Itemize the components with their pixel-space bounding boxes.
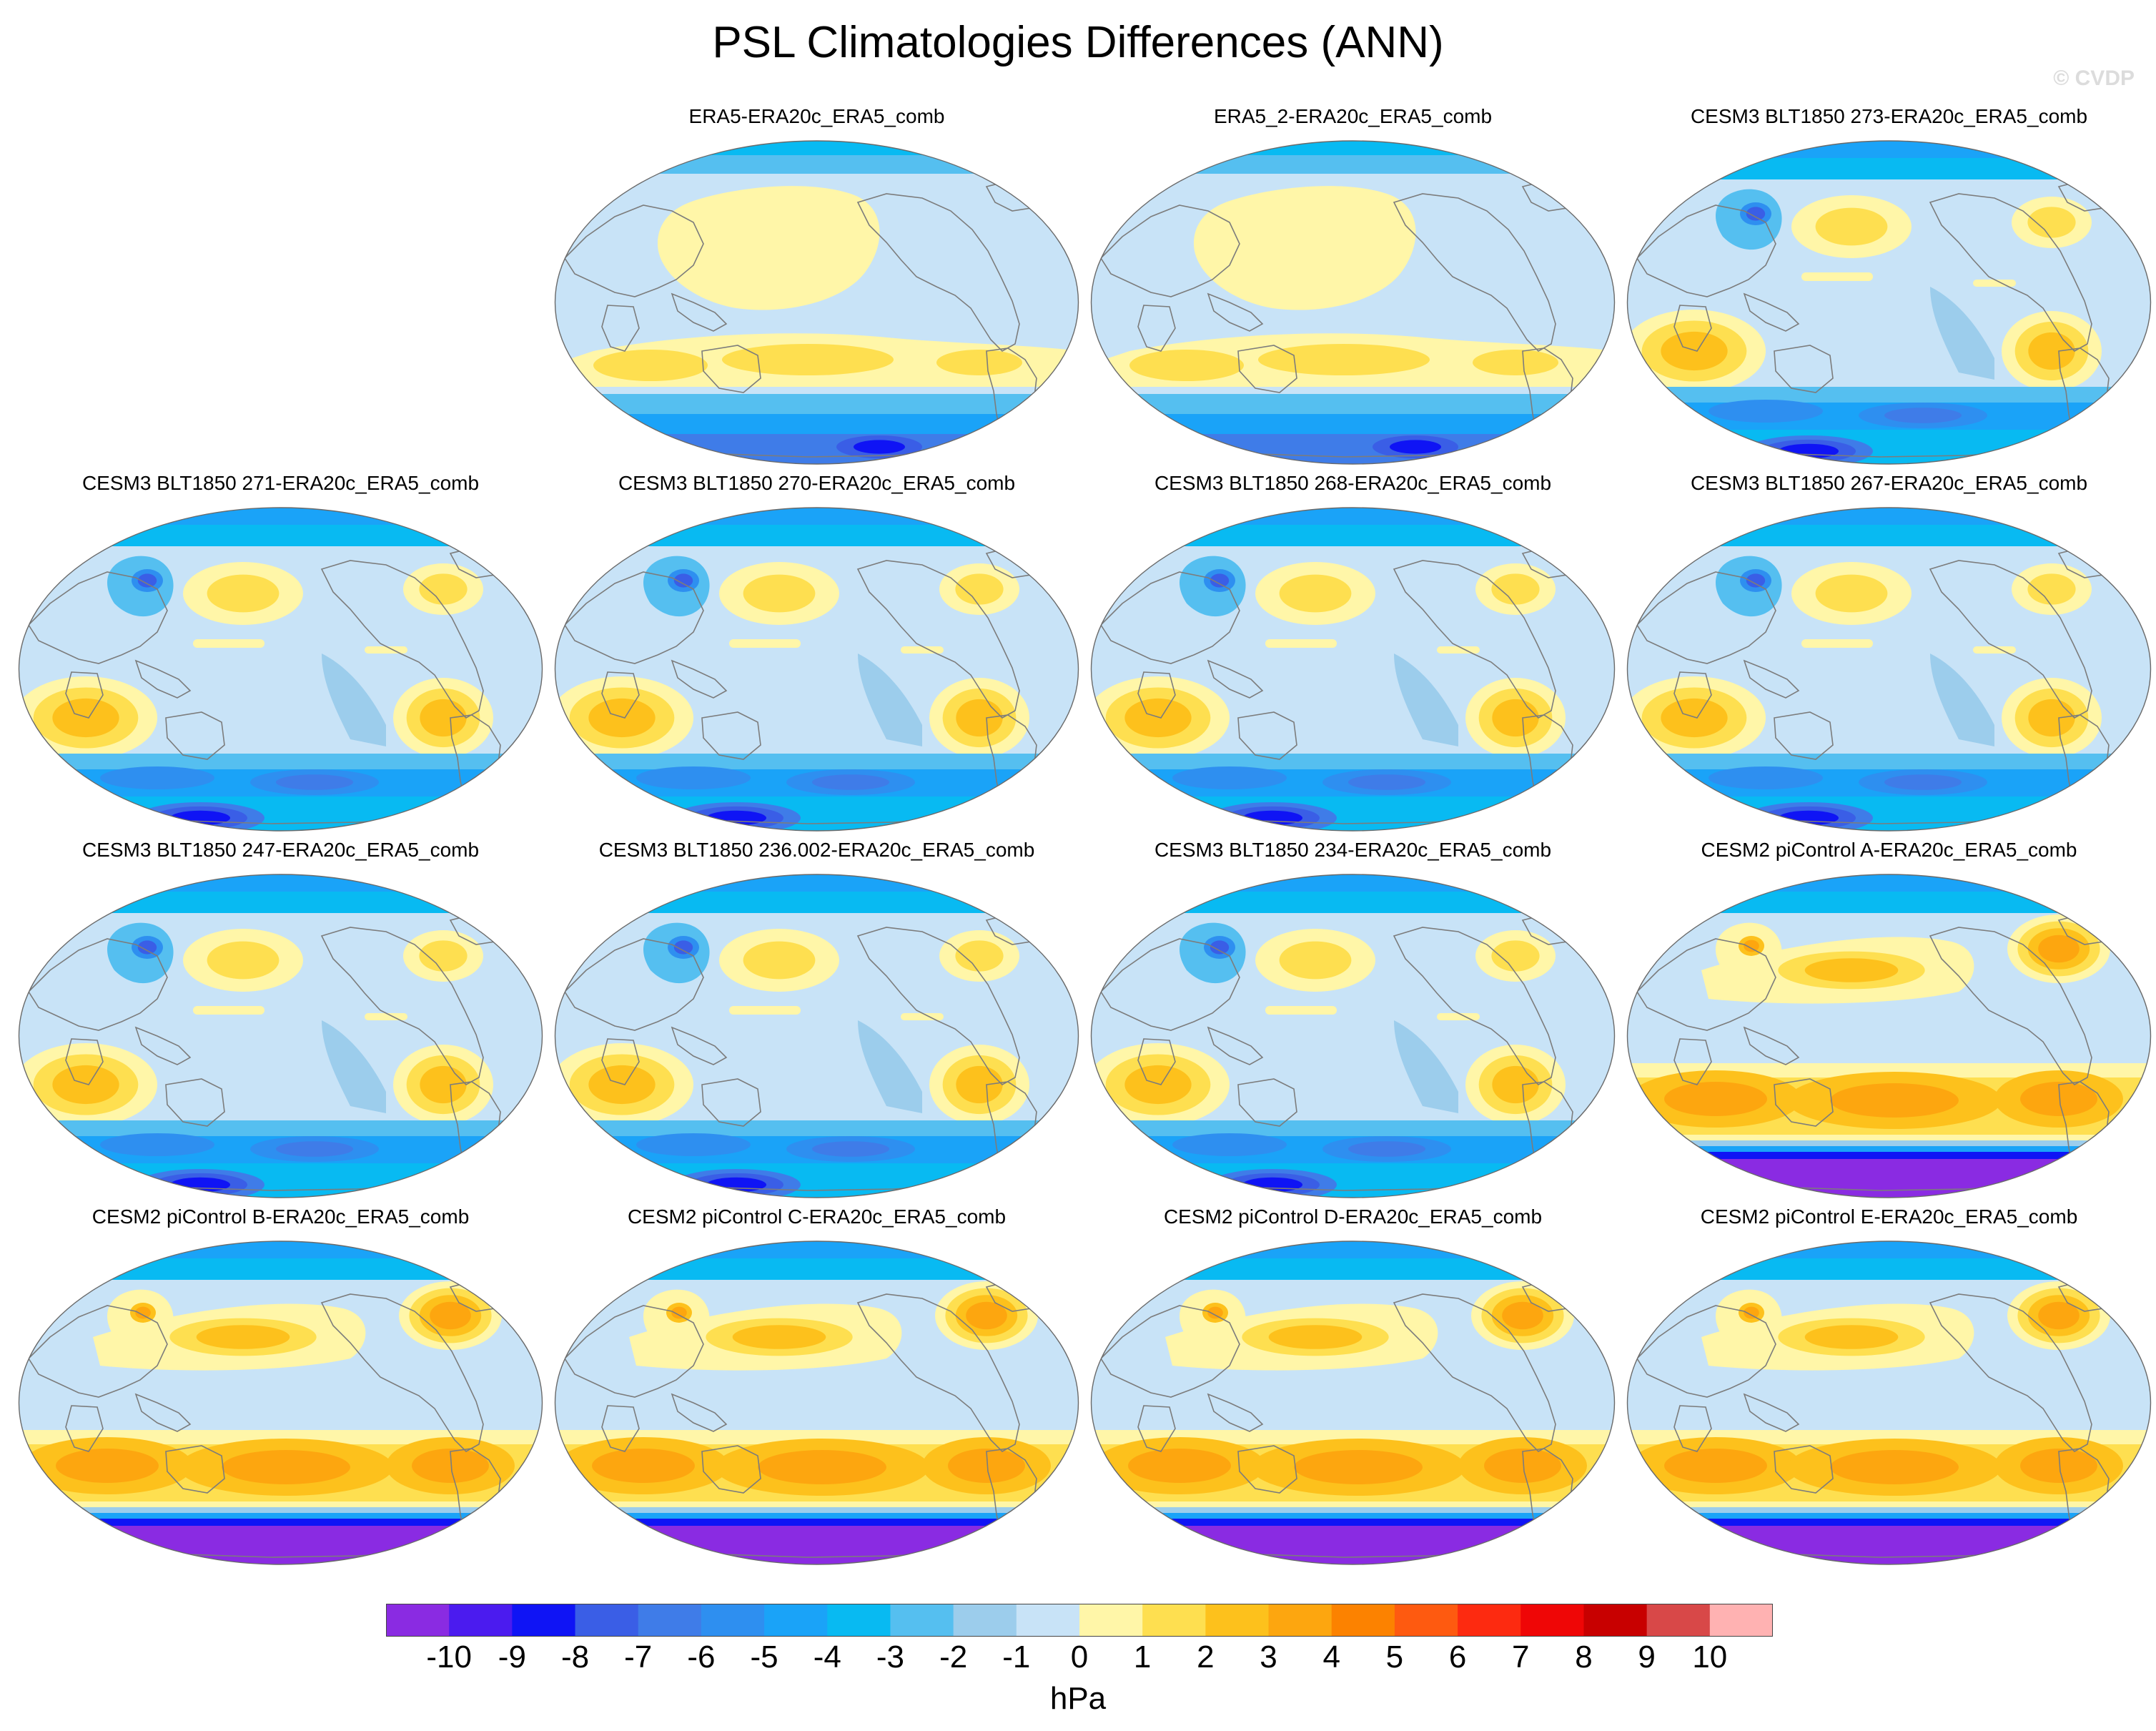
panel-title: CESM3 BLT1850 234-ERA20c_ERA5_comb (1154, 839, 1552, 861)
psl-difference-map (18, 874, 543, 1198)
psl-difference-map (554, 140, 1079, 465)
colorbar-tick-label: -1 (1002, 1639, 1031, 1675)
colorbar-swatch (1458, 1604, 1521, 1637)
colorbar-tick-label: -10 (426, 1639, 472, 1675)
cvdp-watermark: © CVDP (2053, 66, 2135, 90)
map-panel: ERA5_2-ERA20c_ERA5_comb (1087, 104, 1619, 475)
colorbar-swatch (701, 1604, 765, 1637)
panel-title: CESM2 piControl C-ERA20c_ERA5_comb (627, 1205, 1007, 1228)
colorbar-tick-label: 4 (1322, 1639, 1340, 1675)
psl-difference-map (18, 1241, 543, 1565)
map-panel: CESM2 piControl D-ERA20c_ERA5_comb (1087, 1204, 1619, 1576)
colorbar-swatch (1016, 1604, 1080, 1637)
colorbar-tick-label: 9 (1638, 1639, 1656, 1675)
panel-title: CESM2 piControl D-ERA20c_ERA5_comb (1163, 1205, 1543, 1228)
psl-difference-map (18, 507, 543, 832)
panel-title: CESM3 BLT1850 270-ERA20c_ERA5_comb (618, 472, 1016, 494)
map-panel: CESM3 BLT1850 267-ERA20c_ERA5_comb (1623, 470, 2155, 842)
colorbar-tick-label: -8 (560, 1639, 590, 1675)
psl-difference-map (1626, 1241, 2152, 1565)
map-panel: CESM2 piControl B-ERA20c_ERA5_comb (14, 1204, 547, 1576)
colorbar-tick-label: -4 (813, 1639, 841, 1675)
colorbar-tick-label: -9 (498, 1639, 526, 1675)
colorbar-tick-label: 8 (1575, 1639, 1593, 1675)
colorbar-swatch (512, 1604, 576, 1637)
panel-title: CESM2 piControl A-ERA20c_ERA5_comb (1701, 839, 2077, 861)
map-panel: CESM3 BLT1850 234-ERA20c_ERA5_comb (1087, 837, 1619, 1209)
colorbar-swatch (1583, 1604, 1648, 1637)
colorbar-swatch (1079, 1604, 1143, 1637)
colorbar-swatch (1142, 1604, 1206, 1637)
panel-title: CESM3 BLT1850 268-ERA20c_ERA5_comb (1154, 472, 1552, 494)
colorbar-swatch (638, 1604, 702, 1637)
colorbar-units: hPa (1049, 1681, 1107, 1716)
psl-difference-map (1090, 140, 1616, 465)
colorbar-tick-label: 6 (1448, 1639, 1467, 1675)
panel-title: ERA5-ERA20c_ERA5_comb (688, 105, 945, 127)
panel-title: CESM3 BLT1850 267-ERA20c_ERA5_comb (1690, 472, 2088, 494)
colorbar-swatch (764, 1604, 828, 1637)
colorbar-swatch (449, 1604, 513, 1637)
psl-difference-map (1626, 874, 2152, 1198)
psl-difference-map (554, 1241, 1079, 1565)
panel-title: CESM3 BLT1850 247-ERA20c_ERA5_comb (81, 839, 480, 861)
colorbar-swatch (827, 1604, 891, 1637)
map-panel: CESM3 BLT1850 273-ERA20c_ERA5_comb (1623, 104, 2155, 475)
colorbar-tick-label: -7 (624, 1639, 653, 1675)
panel-title: CESM3 BLT1850 271-ERA20c_ERA5_comb (81, 472, 480, 494)
map-panel: CESM3 BLT1850 270-ERA20c_ERA5_comb (550, 470, 1083, 842)
map-panel: CESM2 piControl A-ERA20c_ERA5_comb (1623, 837, 2155, 1209)
colorbar-tick-label: -2 (939, 1639, 968, 1675)
psl-difference-map (554, 874, 1079, 1198)
panel-title: ERA5_2-ERA20c_ERA5_comb (1213, 105, 1493, 127)
psl-difference-map (1626, 507, 2152, 832)
colorbar-tick-label: 1 (1133, 1639, 1152, 1675)
colorbar-tick-label: 5 (1385, 1639, 1404, 1675)
colorbar-tick-label: 10 (1692, 1639, 1728, 1675)
colorbar-swatch (575, 1604, 639, 1637)
colorbar-swatch (890, 1604, 954, 1637)
psl-difference-map (1626, 140, 2152, 465)
colorbar-tick-label: -3 (876, 1639, 905, 1675)
map-panel: CESM2 piControl E-ERA20c_ERA5_comb (1623, 1204, 2155, 1576)
colorbar-swatch (386, 1604, 450, 1637)
colorbar-swatch (1520, 1604, 1585, 1637)
panel-title: CESM3 BLT1850 236.002-ERA20c_ERA5_comb (598, 839, 1035, 861)
psl-difference-map (1090, 874, 1616, 1198)
colorbar-tick-label: 2 (1197, 1639, 1215, 1675)
panel-title: CESM2 piControl E-ERA20c_ERA5_comb (1700, 1205, 2078, 1228)
psl-difference-map (1090, 507, 1616, 832)
psl-difference-map (1090, 1241, 1616, 1565)
panel-title: CESM2 piControl B-ERA20c_ERA5_comb (92, 1205, 470, 1228)
panel-title: CESM3 BLT1850 273-ERA20c_ERA5_comb (1690, 105, 2088, 127)
colorbar-tick-label: 3 (1260, 1639, 1277, 1675)
psl-difference-map (554, 507, 1079, 832)
colorbar-tick-label: -6 (687, 1639, 716, 1675)
colorbar-tick-label: 7 (1512, 1639, 1530, 1675)
colorbar-swatch (1646, 1604, 1711, 1637)
colorbar-swatch (1205, 1604, 1270, 1637)
colorbar-swatch (1394, 1604, 1458, 1637)
colorbar-swatch (953, 1604, 1017, 1637)
map-panel: CESM2 piControl C-ERA20c_ERA5_comb (550, 1204, 1083, 1576)
colorbar-tick-label: 0 (1070, 1639, 1089, 1675)
colorbar-tick-label: -5 (750, 1639, 778, 1675)
map-panel: CESM3 BLT1850 247-ERA20c_ERA5_comb (14, 837, 547, 1209)
map-panel: ERA5-ERA20c_ERA5_comb (550, 104, 1083, 475)
colorbar-swatch (1268, 1604, 1332, 1637)
map-panel: CESM3 BLT1850 236.002-ERA20c_ERA5_comb (550, 837, 1083, 1209)
colorbar-swatch (1709, 1604, 1773, 1637)
colorbar-swatch (1331, 1604, 1395, 1637)
map-panel: CESM3 BLT1850 268-ERA20c_ERA5_comb (1087, 470, 1619, 842)
map-panel: CESM3 BLT1850 271-ERA20c_ERA5_comb (14, 470, 547, 842)
colorbar (386, 1604, 1773, 1637)
figure-title: PSL Climatologies Differences (ANN) (712, 18, 1444, 67)
